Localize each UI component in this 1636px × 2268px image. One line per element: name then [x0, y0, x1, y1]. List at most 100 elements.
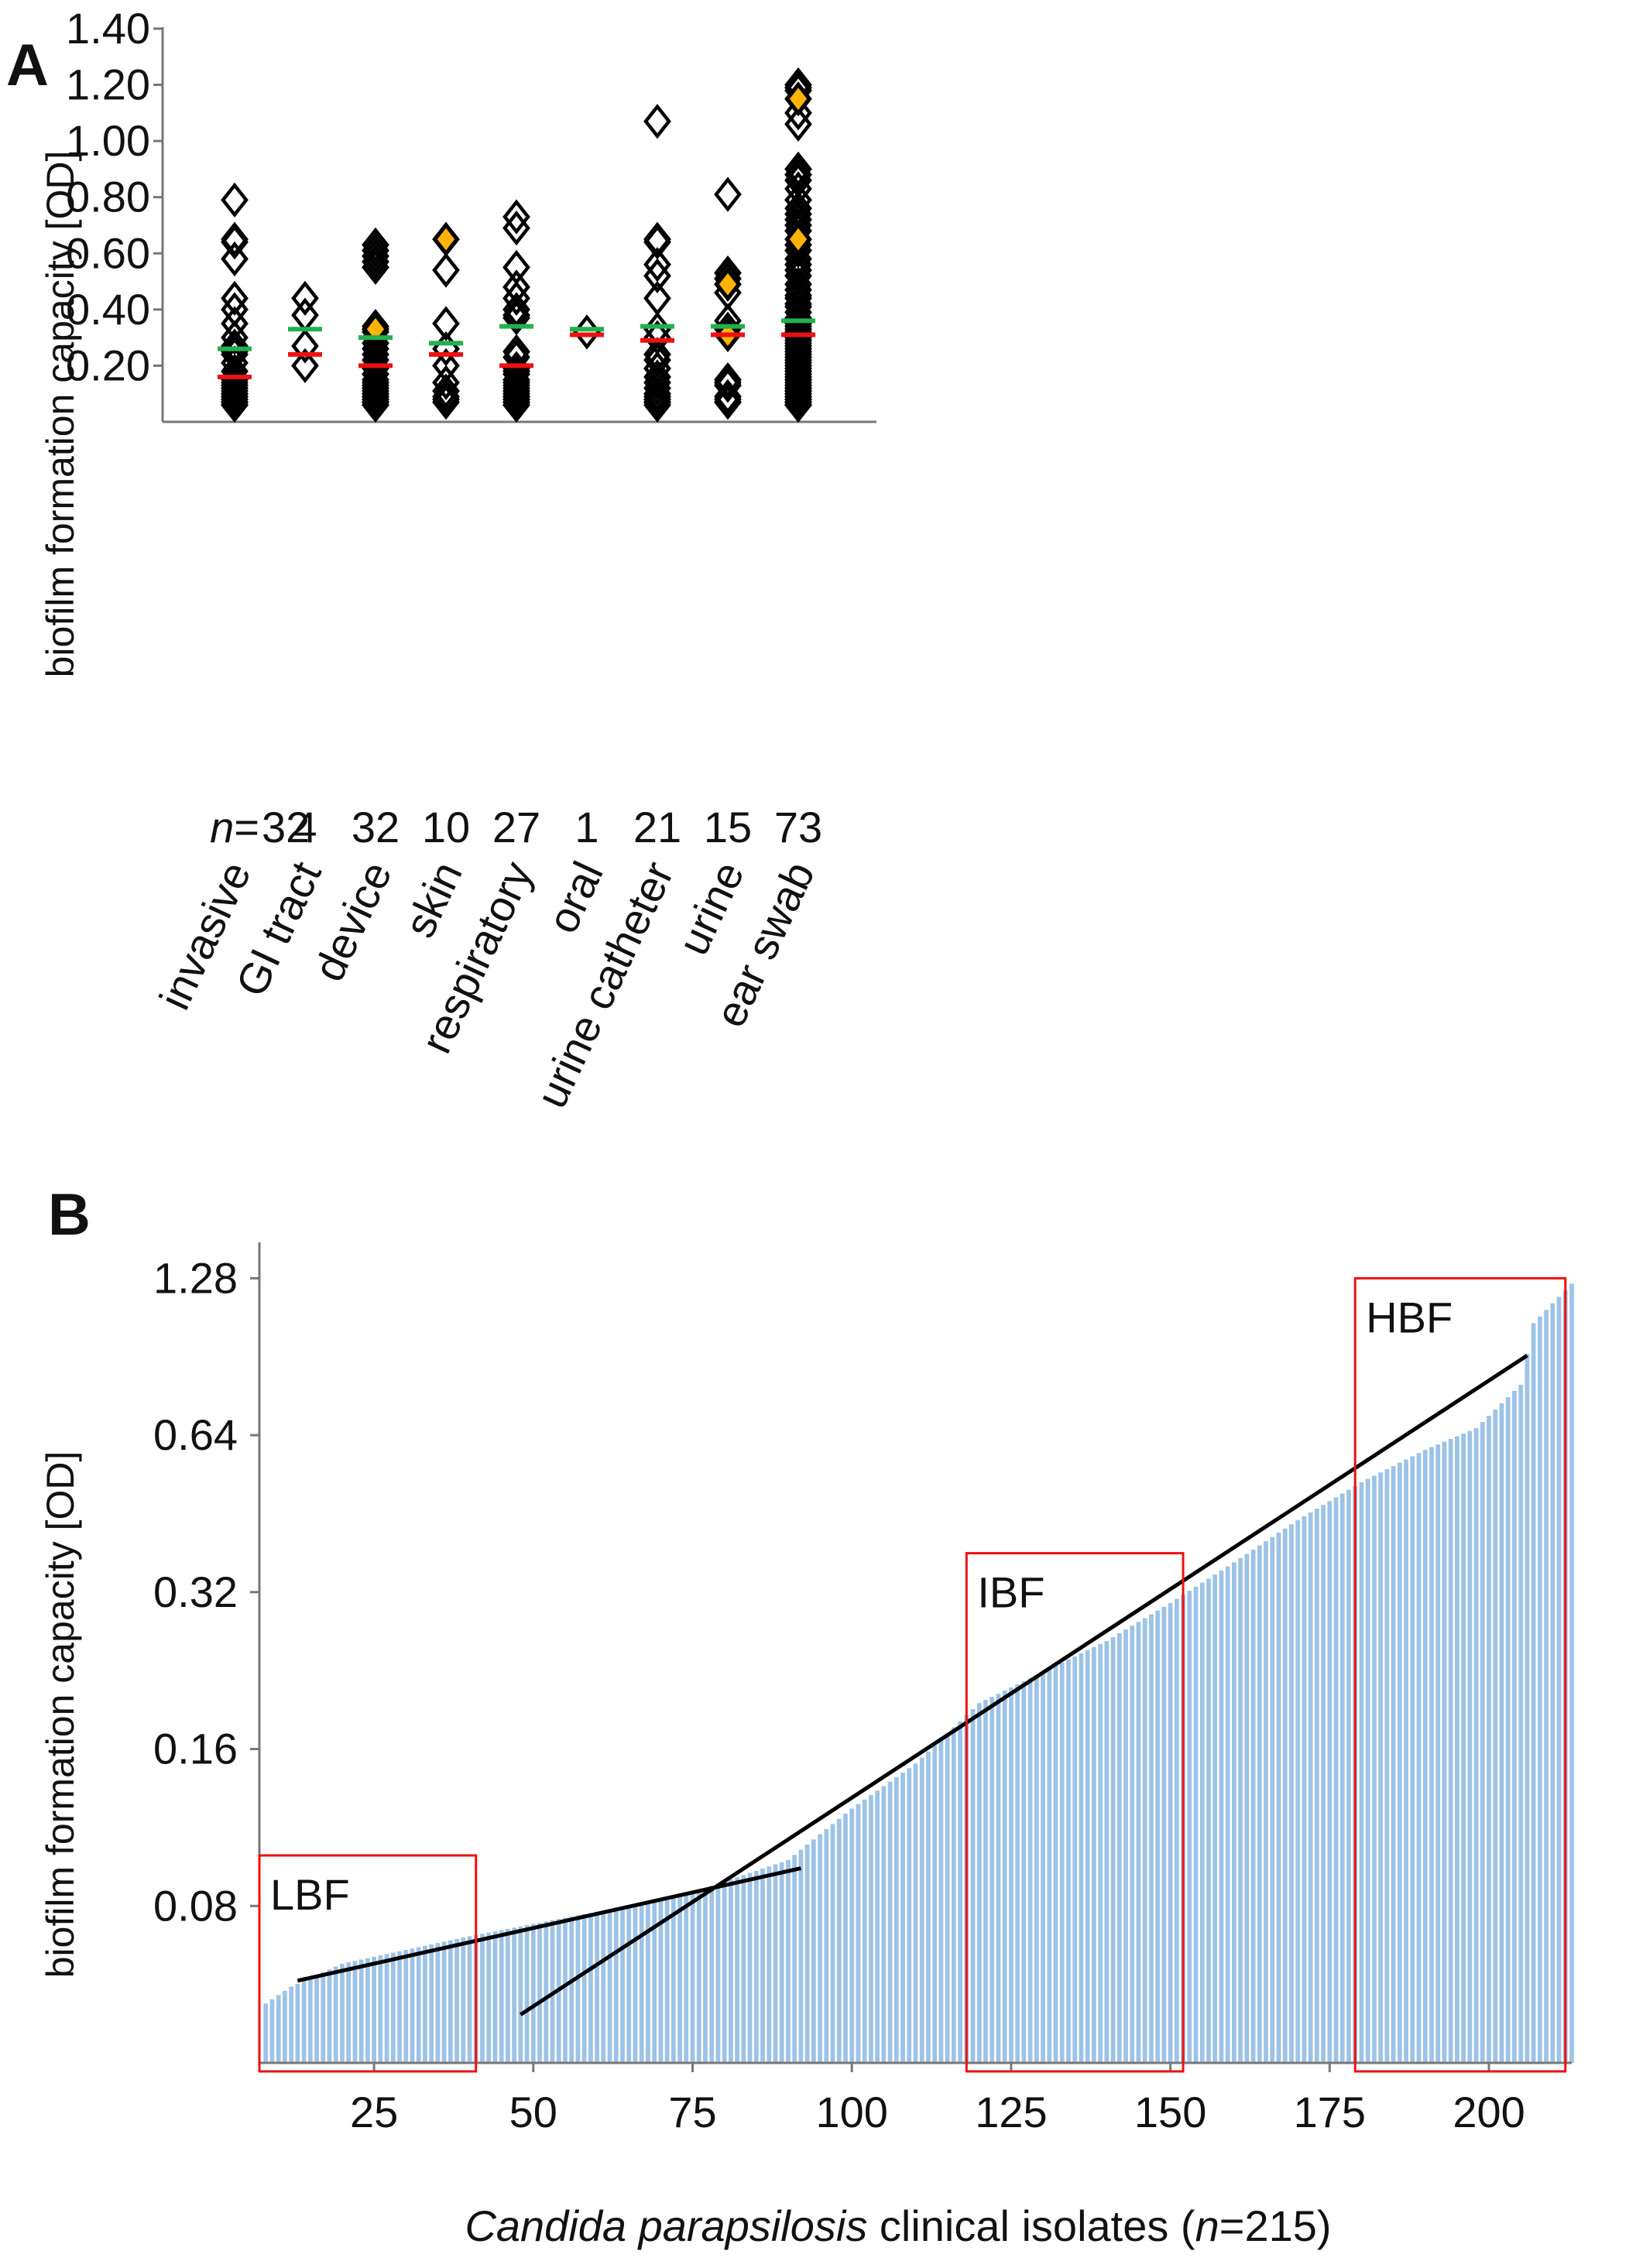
n-value-label: 73	[774, 803, 822, 851]
bar	[569, 1917, 574, 2063]
bar	[976, 1703, 982, 2063]
bar	[1346, 1489, 1351, 2063]
panel-a-n-labels: n= 324 32 10 27 1 21 15 73	[210, 803, 822, 851]
bar	[1321, 1505, 1326, 2063]
bar	[283, 1991, 287, 2063]
bar	[397, 1951, 402, 2063]
bar	[601, 1910, 606, 2063]
bar	[741, 1875, 746, 2063]
n-value-label: 1	[574, 803, 598, 851]
bar	[1448, 1439, 1453, 2063]
bar	[849, 1808, 855, 2063]
bar	[926, 1751, 931, 2063]
data-point	[221, 320, 249, 355]
data-point	[643, 247, 671, 283]
bar	[454, 1938, 459, 2063]
x-tick-label: 150	[1134, 2088, 1206, 2136]
bar	[1168, 1602, 1173, 2063]
bar	[951, 1727, 956, 2063]
bar	[365, 1958, 370, 2063]
data-point	[221, 280, 249, 316]
bar	[875, 1790, 880, 2063]
bar	[646, 1901, 650, 2063]
bar	[633, 1903, 638, 2063]
bar	[913, 1763, 918, 2063]
data-point	[362, 387, 389, 423]
bar	[945, 1733, 950, 2063]
data-point	[784, 157, 812, 193]
bar	[346, 1962, 352, 2063]
bar	[595, 1911, 599, 2063]
n-value-label: 10	[422, 803, 470, 851]
highlighted-data-point	[433, 222, 459, 256]
bar	[836, 1818, 842, 2063]
bar	[893, 1776, 899, 2063]
bar	[506, 1928, 510, 2063]
panel-letter-a: A	[6, 33, 49, 98]
bar	[1232, 1562, 1236, 2063]
region-label: LBF	[270, 1870, 350, 1919]
bar	[786, 1859, 791, 2063]
data-point	[291, 328, 319, 364]
bar	[690, 1892, 695, 2063]
bar	[1130, 1626, 1135, 2063]
bar	[824, 1829, 829, 2063]
highlighted-data-point	[715, 267, 741, 301]
bar	[1110, 1636, 1116, 2063]
data-point	[714, 384, 742, 420]
bar	[1569, 1283, 1574, 2063]
bar	[372, 1956, 376, 2063]
bar	[607, 1909, 612, 2063]
x-tick-label: 50	[509, 2088, 557, 2136]
bar	[613, 1907, 619, 2063]
bar	[722, 1881, 727, 2063]
bar	[1378, 1472, 1384, 2063]
bar	[1161, 1606, 1167, 2063]
n-value-label: 32	[262, 803, 310, 851]
y-tick-label: 0.60	[66, 228, 150, 277]
bar	[1079, 1653, 1084, 2063]
x-label-text: clinical isolates (	[867, 2201, 1195, 2250]
bar	[626, 1905, 632, 2063]
bar	[958, 1721, 962, 2063]
bar	[1473, 1428, 1479, 2063]
x-tick-label: 75	[668, 2088, 716, 2136]
category-label: skin	[395, 854, 472, 944]
bar	[818, 1834, 822, 2063]
bar	[735, 1877, 739, 2063]
data-point	[362, 238, 389, 274]
bar	[996, 1694, 1001, 2063]
bar	[435, 1943, 441, 2063]
data-point	[643, 365, 671, 400]
bar	[499, 1930, 504, 2063]
region-label: HBF	[1366, 1293, 1453, 1341]
bar	[729, 1879, 733, 2063]
bar	[1333, 1497, 1339, 2063]
bar	[518, 1926, 523, 2063]
x-tick-label: 200	[1453, 2088, 1525, 2136]
bar	[1015, 1684, 1020, 2063]
bar	[881, 1786, 887, 2063]
bar	[1193, 1586, 1199, 2063]
n-italic: n	[210, 803, 234, 851]
bar	[1270, 1537, 1275, 2063]
n-value-label: 4	[293, 803, 317, 851]
highlighted-data-point	[785, 222, 811, 256]
data-point	[362, 249, 389, 286]
n-value-label: 15	[704, 803, 752, 851]
bar	[512, 1927, 517, 2063]
bar	[1149, 1614, 1154, 2063]
bar	[1308, 1512, 1313, 2063]
bar	[1142, 1618, 1147, 2063]
bar	[1034, 1674, 1039, 2063]
bar	[1493, 1409, 1498, 2063]
y-tick-label: 1.20	[66, 60, 150, 109]
bar	[900, 1773, 905, 2063]
bar	[830, 1824, 835, 2063]
bar	[416, 1947, 421, 2063]
bar	[1455, 1436, 1459, 2063]
bar	[1098, 1643, 1103, 2063]
bar	[390, 1952, 396, 2063]
